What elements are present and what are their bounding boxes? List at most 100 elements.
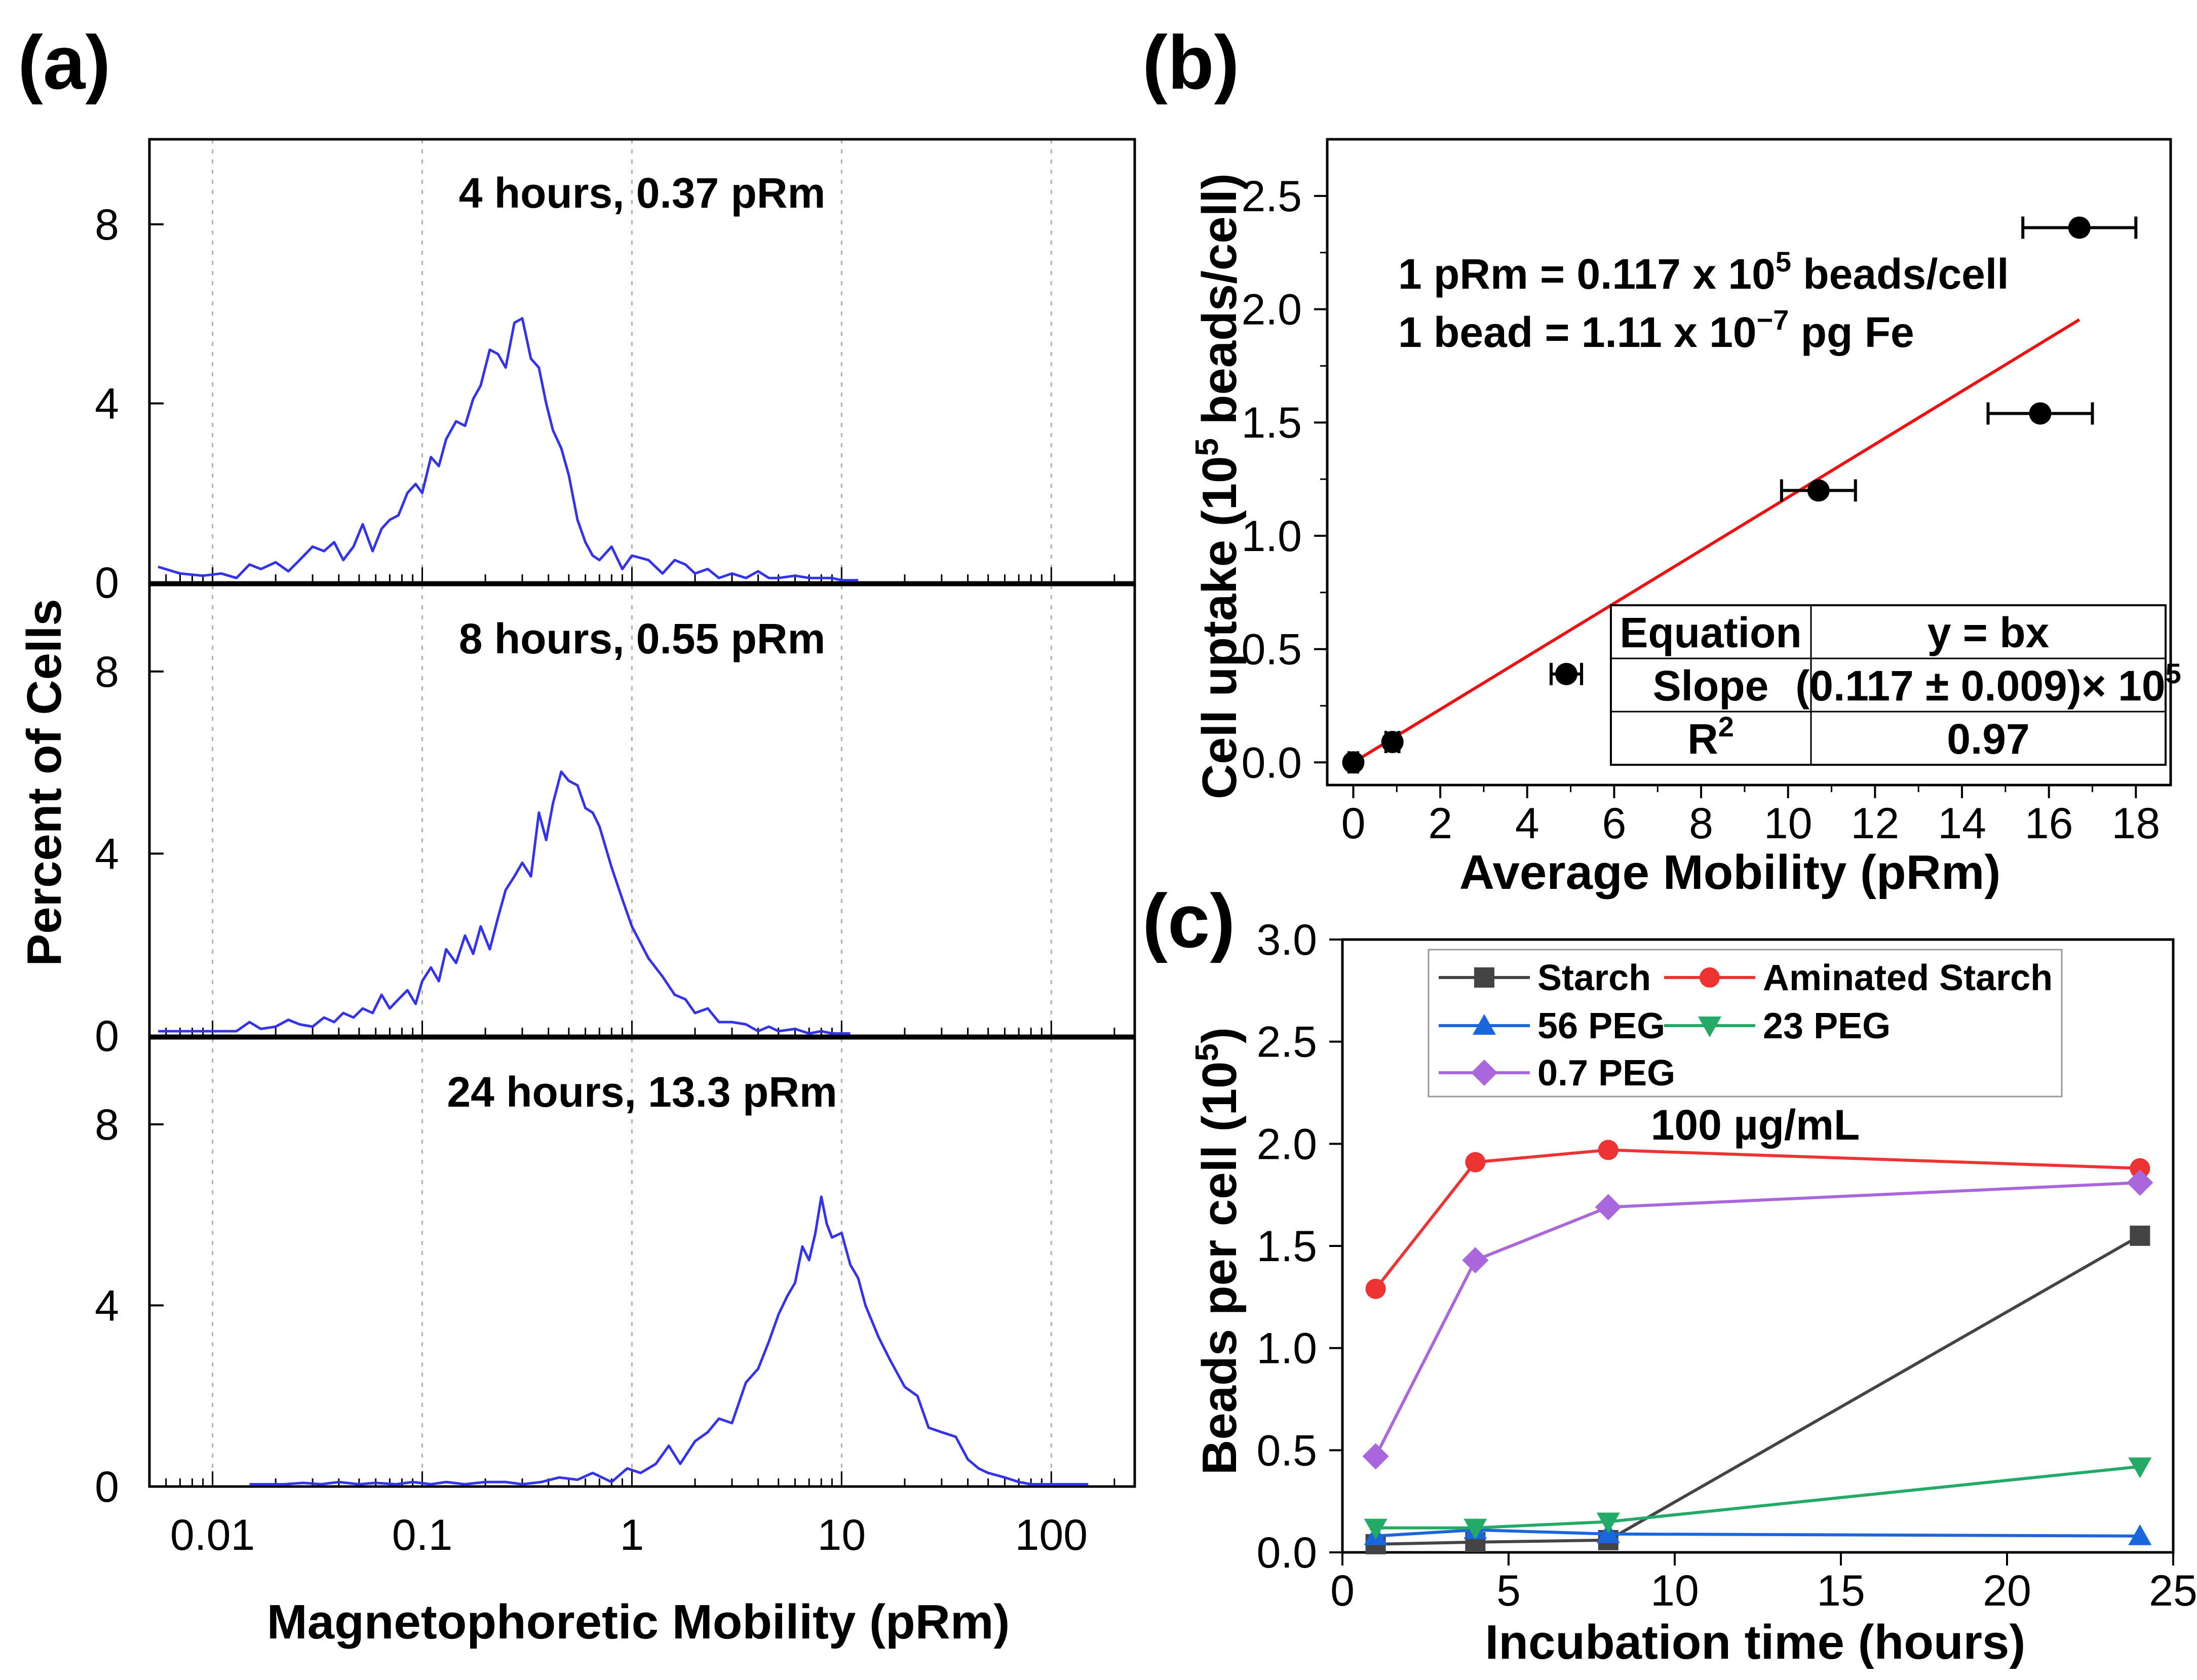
fit-line (1352, 318, 2080, 764)
table-row-0-value: y = bx (1928, 609, 2050, 656)
ytick-label-c-6: 3.0 (1256, 916, 1317, 964)
legend-marker-2 (1473, 1014, 1496, 1035)
ytick-label-c-2: 1.0 (1256, 1324, 1317, 1373)
panel-b-ylabel-post: beads/cell) (1192, 173, 1247, 438)
panel-c-ylabel: Beads per cell (105) (1188, 1027, 1247, 1475)
table-row-1-value-sup: 5 (2166, 657, 2181, 689)
panel-b-xlabel: Average Mobility (pRm) (1459, 845, 2001, 900)
xtick-label-c-3: 15 (1817, 1567, 1865, 1615)
ytick-label-a2-2: 8 (95, 1101, 119, 1149)
data-point-2 (1555, 662, 1578, 685)
histogram-line-0 (158, 317, 859, 582)
ytick-label-b-4: 2.0 (1241, 286, 1302, 334)
panel-label-c: (c) (1142, 878, 1235, 963)
panel-c-xlabel: Incubation time (hours) (1485, 1615, 2026, 1669)
xtick-label-b-3: 6 (1602, 799, 1627, 848)
frame-a0 (148, 138, 1136, 584)
series-4-point-2 (1595, 1194, 1622, 1221)
xtick-label-a-2: 1 (620, 1511, 644, 1559)
series-3-point-3 (2128, 1457, 2152, 1478)
ytick-label-c-4: 2.0 (1256, 1120, 1317, 1168)
annotation-1-pre: 1 pRm = 0.117 x 10 (1398, 250, 1776, 298)
table-row-2-value: 0.97 (1947, 715, 2030, 763)
panel-b-ylabel: Cell uptake (105 beads/cell) (1188, 173, 1247, 799)
ytick-label-a1-1: 4 (95, 830, 119, 878)
series-4-point-0 (1362, 1443, 1389, 1470)
panel-c-lines: 0 5 10 15 20 25 0.0 0.5 1.0 1.5 2.0 2.5 3.0 (1256, 916, 2197, 1615)
data-point-3 (1807, 479, 1830, 502)
xtick-label-b-0: 0 (1341, 799, 1366, 848)
xtick-label-b-7: 14 (1938, 799, 1986, 848)
series-1-point-1 (1465, 1152, 1486, 1173)
panel-c-ylabel-sup: 5 (1188, 1043, 1225, 1062)
xtick-label-b-8: 16 (2025, 799, 2073, 848)
xtick-label-c-5: 25 (2149, 1567, 2197, 1615)
ytick-label-a0-0: 0 (95, 559, 119, 607)
panel-b-annotation-1: 1 pRm = 0.117 x 105 beads/cell (1398, 246, 2009, 298)
legend-label-1: Aminated Starch (1763, 958, 2053, 998)
series-3-point-0 (1364, 1518, 1387, 1540)
ytick-label-a0-1: 4 (95, 379, 119, 428)
data-point-1 (1381, 731, 1404, 753)
panel-label-b: (b) (1142, 20, 1240, 105)
series-line-2 (1375, 1528, 2140, 1538)
xtick-label-c-1: 5 (1496, 1567, 1521, 1615)
table-row-2-label-main: R (1687, 715, 1718, 763)
ytick-label-a1-2: 8 (95, 648, 119, 696)
annotation-1-sup: 5 (1776, 246, 1791, 278)
xtick-label-b-2: 4 (1515, 799, 1539, 848)
panel-c-annotation: 100 µg/mL (1651, 1101, 1860, 1149)
panel-b-scatter: 0 2 4 6 8 10 12 14 16 18 0.0 0.5 1.0 1.5 2.0 2.5 (1241, 138, 2172, 848)
panel-b-annotation-2: 1 bead = 1.11 x 10−7 pg Fe (1398, 304, 1914, 356)
series-line-3 (1375, 1465, 2140, 1530)
table-row-2-label-sup: 2 (1718, 711, 1734, 743)
annotation-2-pre: 1 bead = 1.11 x 10 (1398, 308, 1757, 356)
table-row-1-value-main: (0.117 ± 0.009)× 10 (1795, 662, 2165, 710)
xtick-label-b-4: 8 (1689, 799, 1713, 848)
ytick-label-b-0: 0.0 (1241, 738, 1302, 787)
histogram-line-2 (249, 1195, 1089, 1486)
xtick-label-c-2: 10 (1650, 1567, 1699, 1615)
frame-b (1326, 138, 2172, 787)
series-line-0 (1375, 1234, 2141, 1546)
xtick-label-a-1: 0.1 (392, 1511, 453, 1559)
subplot-title-1: 8 hours, 0.55 pRm (459, 615, 826, 662)
panel-b-ylabel-sup: 5 (1188, 438, 1225, 456)
annotation-1-post: beads/cell (1791, 250, 2009, 298)
data-point-4 (2029, 402, 2052, 425)
panel-b-ylabel-pre: Cell uptake (10 (1192, 456, 1247, 799)
xtick-label-b-1: 2 (1428, 799, 1452, 848)
ytick-label-c-3: 1.5 (1256, 1222, 1317, 1271)
histogram-line-1 (158, 770, 851, 1035)
panel-c-ylabel-pre: Beads per cell (10 (1192, 1062, 1247, 1475)
series-3-point-2 (1596, 1512, 1620, 1534)
legend-label-2: 56 PEG (1537, 1006, 1665, 1046)
xtick-label-a-4: 100 (1015, 1511, 1088, 1559)
xtick-label-c-4: 20 (1983, 1567, 2031, 1615)
ytick-label-b-2: 1.0 (1241, 512, 1302, 561)
xtick-label-a-0: 0.01 (170, 1511, 255, 1559)
xtick-label-c-0: 0 (1330, 1567, 1355, 1615)
legend-label-4: 0.7 PEG (1537, 1053, 1675, 1093)
legend-marker-4 (1471, 1060, 1497, 1086)
table-row-2-label: R2 (1687, 711, 1734, 763)
legend-box (1428, 949, 2063, 1098)
series-1-point-2 (1598, 1140, 1618, 1160)
legend-label-0: Starch (1537, 958, 1651, 998)
legend-marker-3 (1698, 1017, 1721, 1037)
ytick-label-c-5: 2.5 (1256, 1018, 1317, 1067)
series-4-point-1 (1462, 1247, 1489, 1274)
subplot-title-2: 24 hours, 13.3 pRm (447, 1068, 837, 1116)
panel-a-xlabel: Magnetophoretic Mobility (pRm) (267, 1595, 1010, 1649)
series-2-point-3 (2128, 1524, 2152, 1545)
subplot-title-0: 4 hours, 0.37 pRm (459, 169, 826, 217)
panel-c-legend: Starch Aminated Starch 56 PEG 23 PEG 0.7 PEG (1428, 949, 2063, 1098)
panel-a-ylabel: Percent of Cells (17, 599, 71, 966)
panel-a-histograms: 0 4 8 4 hours, 0.37 pRm 0 4 8 8 hours, 0.55 pRm… (95, 138, 1136, 1559)
ytick-label-a2-1: 4 (95, 1281, 119, 1330)
ytick-label-a1-0: 0 (95, 1012, 119, 1061)
table-row-0-label: Equation (1620, 609, 1801, 656)
ytick-label-b-3: 1.5 (1241, 399, 1302, 447)
data-point-0 (1342, 751, 1365, 774)
